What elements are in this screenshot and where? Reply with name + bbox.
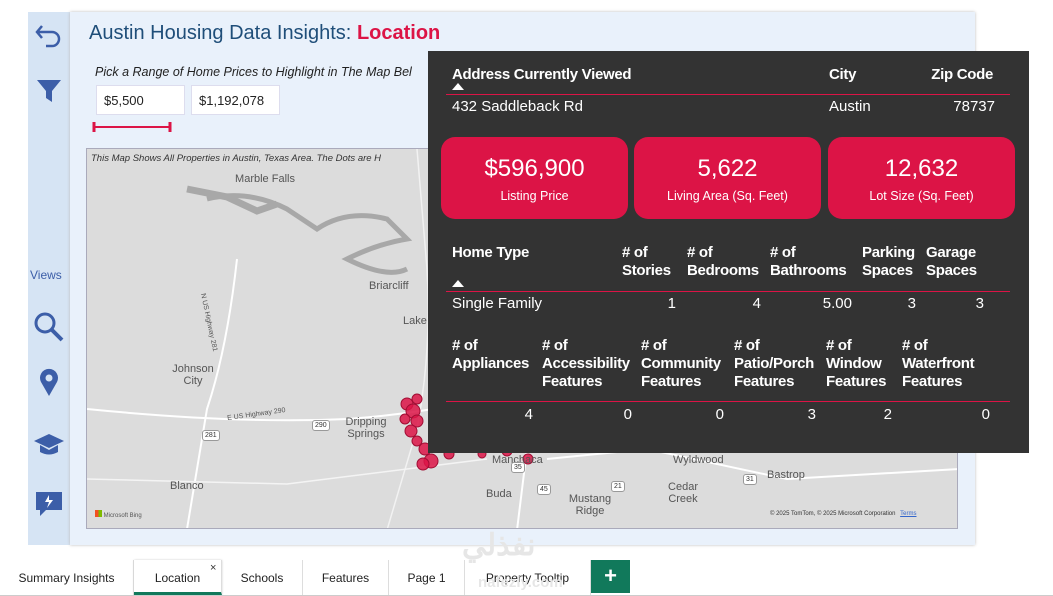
place-label: Mustang Ridge [568, 493, 612, 517]
place-label: Dripping Springs [345, 416, 387, 440]
logo-text: Microsoft Bing [103, 513, 142, 519]
table-header: # of Bedrooms [687, 244, 759, 279]
table-header: # of Waterfront Features [902, 337, 975, 390]
place-label: Johnson City [172, 363, 214, 387]
city-value: Austin [829, 98, 871, 115]
kpi-label: Lot Size (Sq. Feet) [869, 189, 974, 203]
table-header: Garage Spaces [926, 244, 977, 279]
attribution-text: © 2025 TomTom, © 2025 Microsoft Corporat… [770, 511, 896, 517]
table-cell: 3 [907, 295, 916, 312]
zip-header: Zip Code [931, 66, 993, 83]
table-header: Home Type [452, 244, 530, 261]
zip-value: 78737 [953, 98, 995, 115]
sort-arrow [452, 280, 464, 287]
address-value: 432 Saddleback Rd [452, 98, 583, 115]
table-cell: 3 [975, 295, 984, 312]
property-tooltip: Address Currently Viewed City Zip Code 4… [428, 51, 1029, 453]
address-header: Address Currently Viewed [452, 66, 632, 83]
add-page-button[interactable]: + [591, 560, 630, 593]
map-caption: This Map Shows All Properties in Austin,… [91, 153, 382, 164]
kpi-value: $596,900 [484, 155, 585, 182]
city-header: City [829, 66, 857, 83]
search-icon[interactable] [32, 310, 66, 344]
place-label: Blanco [170, 480, 204, 492]
max-price-input[interactable]: $1,192,078 [191, 85, 280, 115]
price-slider[interactable] [90, 120, 180, 134]
road-shield: 45 [537, 484, 551, 495]
kpi-card: 5,622 Living Area (Sq. Feet) [634, 137, 821, 219]
map-logo: Microsoft Bing [95, 510, 142, 519]
road-shield: 290 [312, 420, 330, 431]
table-header: # of Patio/Porch Features [734, 337, 815, 390]
kpi-value: 5,622 [697, 155, 758, 182]
table-cell: 0 [715, 406, 724, 423]
place-label: Cedar Creek [668, 481, 698, 505]
location-icon[interactable] [36, 368, 62, 398]
table-cell: 4 [752, 295, 761, 312]
table-cell: 0 [981, 406, 990, 423]
map-attribution: © 2025 TomTom, © 2025 Microsoft Corporat… [770, 511, 916, 517]
watermark-arabic: نفذلي [462, 529, 536, 562]
table-cell: 2 [883, 406, 892, 423]
table-cell: 0 [623, 406, 632, 423]
filter-prompt: Pick a Range of Home Prices to Highlight… [95, 65, 412, 79]
table-header: # of Accessibility Features [542, 337, 630, 390]
table-header: # of Appliances [452, 337, 530, 372]
page-tab[interactable]: Summary Insights [0, 560, 134, 595]
table-cell: 5.00 [822, 295, 852, 312]
divider [446, 291, 1010, 292]
road-shield: 281 [202, 430, 220, 441]
filter-icon[interactable] [34, 76, 64, 106]
place-label: Manchaca [492, 454, 543, 466]
kpi-card: $596,900 Listing Price [441, 137, 628, 219]
sidebar: Views [28, 12, 70, 545]
page-tab[interactable]: Location [134, 560, 222, 595]
road-shield: 31 [743, 474, 757, 485]
close-tab[interactable]: × [210, 562, 217, 574]
place-label: Buda [486, 488, 512, 500]
divider [446, 94, 1010, 95]
kpi-label: Living Area (Sq. Feet) [667, 189, 788, 203]
sort-arrow [452, 83, 464, 90]
insights-icon[interactable] [34, 490, 64, 518]
place-label: Wyldwood [673, 454, 724, 466]
table-header: # of Community Features [641, 337, 721, 390]
views-label: Views [30, 268, 62, 282]
table-cell: Single Family [452, 295, 543, 312]
table-cell: 4 [524, 406, 533, 423]
table-header: # of Bathrooms [770, 244, 847, 279]
title-highlight: Location [356, 22, 441, 44]
road-shield: 35 [511, 462, 525, 473]
report-title: Austin Housing Data Insights: Location [89, 22, 440, 45]
page-tab[interactable]: Schools [222, 560, 303, 595]
terms-link[interactable]: Terms [900, 511, 917, 517]
place-label: Briarcliff [369, 280, 409, 292]
place-label: Marble Falls [235, 173, 295, 185]
min-price-input[interactable]: $5,500 [96, 85, 185, 115]
table-header: # of Stories [622, 244, 671, 279]
map-base [87, 149, 957, 528]
table-cell: 3 [807, 406, 816, 423]
kpi-label: Listing Price [500, 189, 569, 203]
road-shield: 21 [611, 481, 625, 492]
table-header: # of Window Features [826, 337, 887, 390]
table-cell: 1 [667, 295, 676, 312]
place-label: Bastrop [767, 469, 805, 481]
page-tab[interactable]: Property Tooltip [465, 560, 591, 595]
place-label: Lake [403, 315, 427, 327]
title-text: Austin Housing Data Insights: [89, 22, 352, 44]
kpi-value: 12,632 [884, 155, 959, 182]
back-icon[interactable] [34, 20, 64, 50]
divider [446, 401, 1010, 402]
table-header: Parking Spaces [862, 244, 915, 279]
schools-icon[interactable] [32, 432, 66, 458]
watermark-site: nafezly.com [478, 574, 563, 591]
page-tab[interactable]: Page 1 [389, 560, 465, 595]
page-tab[interactable]: Features [303, 560, 389, 595]
kpi-card: 12,632 Lot Size (Sq. Feet) [828, 137, 1015, 219]
